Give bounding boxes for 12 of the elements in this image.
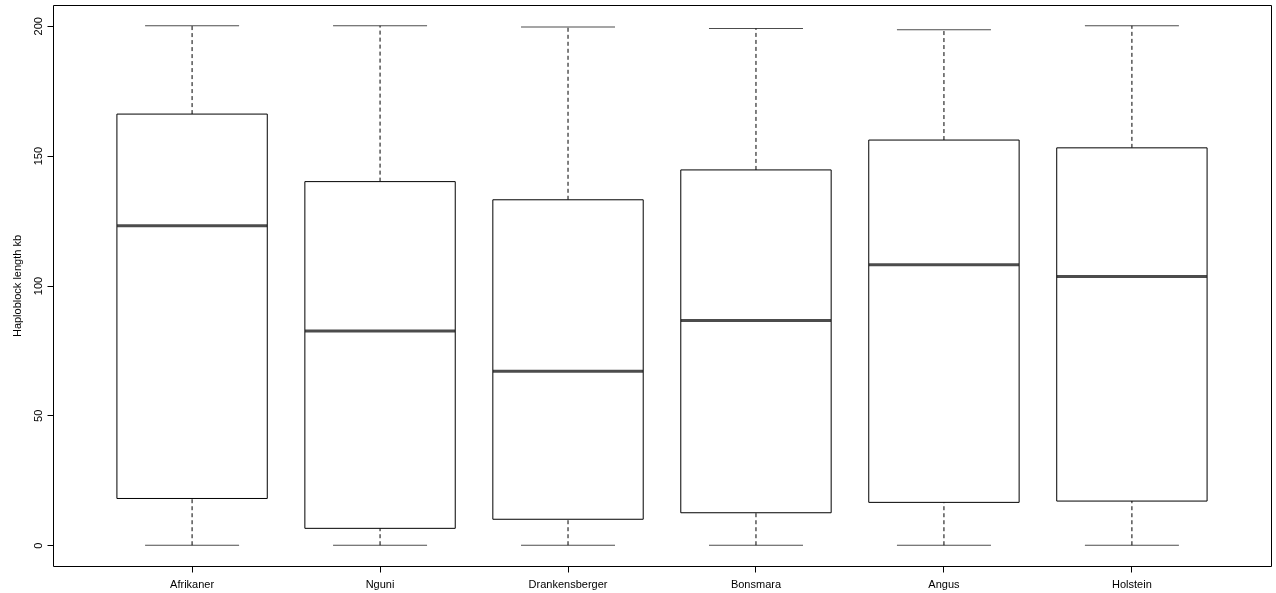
y-tick-label: 0 (31, 542, 44, 549)
y-tick-label: 200 (31, 17, 44, 36)
y-tick-label: 100 (31, 276, 44, 296)
x-tick-label: Afrikaner (170, 577, 215, 590)
x-tick-label: Holstein (1112, 577, 1152, 590)
y-tick-label: 50 (31, 409, 44, 422)
y-axis-title: Haploblock length kb (10, 234, 23, 338)
x-tick-label: Angus (928, 577, 961, 590)
y-tick-label: 150 (31, 146, 44, 166)
x-tick-label: Bonsmara (730, 577, 782, 590)
x-tick-label: Nguni (365, 577, 395, 590)
x-tick-label: Drankensberger (528, 577, 608, 590)
